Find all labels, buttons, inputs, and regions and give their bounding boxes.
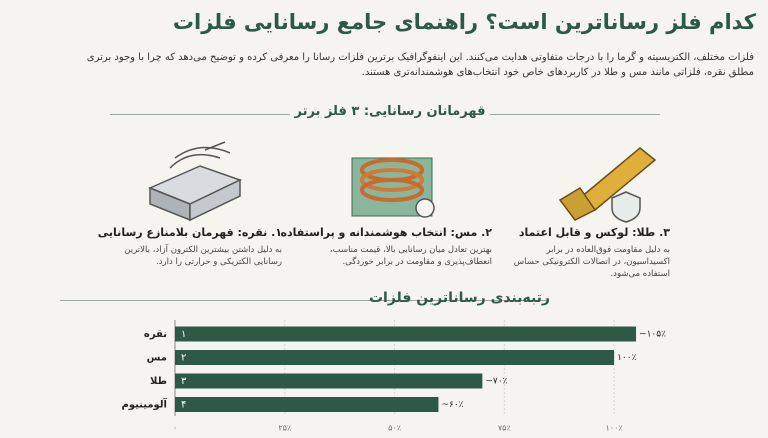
x-tick-label: ۰ [173, 424, 177, 433]
card-title: ۳. طلا: لوکس و قابل اعتماد [518, 226, 670, 239]
rank-label: ۱ [181, 329, 186, 340]
x-tick-label: ۱۰۰٪ [605, 424, 622, 433]
copper-icon [351, 157, 435, 218]
rule [60, 300, 548, 301]
chart: ۰ ۲۵٪ ۵۰٪ ۷۵٪ ۱۰۰٪ ۱ نقره ~۱۰۵٪ ۲ مس ۱۰۰٪ ۳ طلا ~۷۰٪ ۴… [122, 320, 666, 433]
value-label: ~۷۰٪ [485, 377, 507, 387]
value-label: ۱۰۰٪ [617, 353, 637, 363]
card: ۱. نقره: قهرمان بلامنازع رسانایی به دلیل… [97, 226, 282, 268]
bar [175, 397, 439, 412]
section-header: قهرمانان رسانایی: ۳ فلز برتر [0, 104, 768, 124]
category-label: نقره [144, 329, 167, 340]
intro: فلزات مختلف، الکتریسیته و گرما را با درج… [86, 52, 754, 78]
section-title: قهرمانان رسانایی: ۳ فلز برتر [290, 104, 490, 119]
category-label: طلا [150, 376, 167, 387]
x-tick-label: ۵۰٪ [388, 424, 401, 433]
bar [175, 373, 483, 389]
category-label: آلومینیوم [122, 398, 168, 411]
card-title: ۱. نقره: قهرمان بلامنازع رسانایی [97, 226, 282, 239]
rule [490, 114, 660, 115]
card-text: به دلیل داشتن بیشترین الکترون آزاد، بالا… [124, 245, 282, 267]
bar [175, 350, 615, 365]
illustrations [148, 141, 657, 223]
card-text: به دلیل مقاومت فوق‌العاده در برابر اکسید… [513, 245, 670, 279]
x-tick-label: ۲۵٪ [278, 424, 291, 433]
rank-label: ۳ [181, 376, 187, 387]
rank-label: ۲ [181, 353, 186, 364]
card: ۳. طلا: لوکس و قابل اعتماد به دلیل مقاوم… [510, 226, 670, 280]
bar [175, 326, 637, 342]
category-label: مس [147, 353, 167, 364]
chart-title: رتبه‌بندی رساناترین فلزات [368, 290, 550, 306]
title: کدام فلز رساناترین است؟ راهنمای جامع رسا… [172, 10, 756, 34]
card-title: ۲. مس: انتخاب هوشمندانه و پراستفاده [280, 226, 492, 239]
value-label: ~۶۰٪ [441, 400, 463, 410]
x-tick-label: ۷۵٪ [498, 424, 511, 433]
gold-icon [558, 147, 657, 223]
silver-icon [148, 141, 242, 222]
card: ۲. مس: انتخاب هوشمندانه و پراستفاده بهتر… [280, 226, 492, 268]
card-text: بهترین تعادل میان رسانایی بالا، قیمت منا… [329, 245, 492, 267]
rule [110, 114, 290, 115]
value-label: ~۱۰۵٪ [639, 330, 666, 340]
rank-label: ۴ [181, 400, 186, 411]
